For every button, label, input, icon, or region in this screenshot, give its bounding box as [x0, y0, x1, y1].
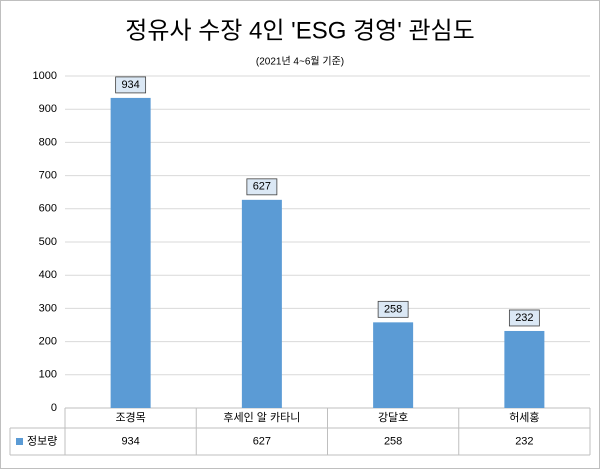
data-label: 232: [515, 312, 533, 324]
chart-subtitle: (2021년 4~6월 기준): [256, 56, 344, 68]
y-tick-label: 1000: [33, 70, 57, 82]
y-tick-label: 300: [39, 302, 57, 314]
table-value: 232: [515, 435, 533, 447]
chart-title: 정유사 수장 4인 'ESG 경영' 관심도: [125, 17, 474, 44]
y-tick-label: 700: [39, 170, 57, 182]
y-tick-label: 0: [51, 402, 57, 414]
data-label-box: [508, 309, 540, 327]
bar: [504, 330, 545, 408]
y-tick-label: 200: [39, 336, 57, 348]
data-label-box: [115, 76, 147, 94]
table-value: 627: [253, 435, 271, 447]
legend-label: 정보량: [27, 434, 57, 447]
y-tick-label: 100: [39, 369, 57, 381]
data-label: 934: [121, 79, 139, 91]
bar: [110, 97, 151, 409]
table-value: 934: [121, 435, 139, 447]
y-tick-label: 400: [39, 269, 57, 281]
y-tick-label: 800: [39, 136, 57, 148]
x-tick-label: 허세홍: [509, 410, 539, 424]
legend-swatch: [16, 438, 23, 445]
table-value: 258: [384, 435, 402, 447]
x-tick-label: 강달호: [378, 411, 408, 424]
y-tick-label: 900: [39, 103, 57, 115]
x-tick-label: 조경목: [115, 411, 145, 424]
y-tick-label: 600: [39, 203, 57, 215]
data-label-box: [377, 300, 409, 318]
bar: [373, 322, 414, 408]
data-label: 627: [253, 181, 271, 193]
data-label: 258: [384, 303, 402, 315]
bar: [241, 199, 282, 408]
x-tick-label: 후세인 알 카타니: [223, 410, 300, 424]
y-tick-label: 500: [39, 236, 57, 248]
data-label-box: [246, 178, 278, 196]
